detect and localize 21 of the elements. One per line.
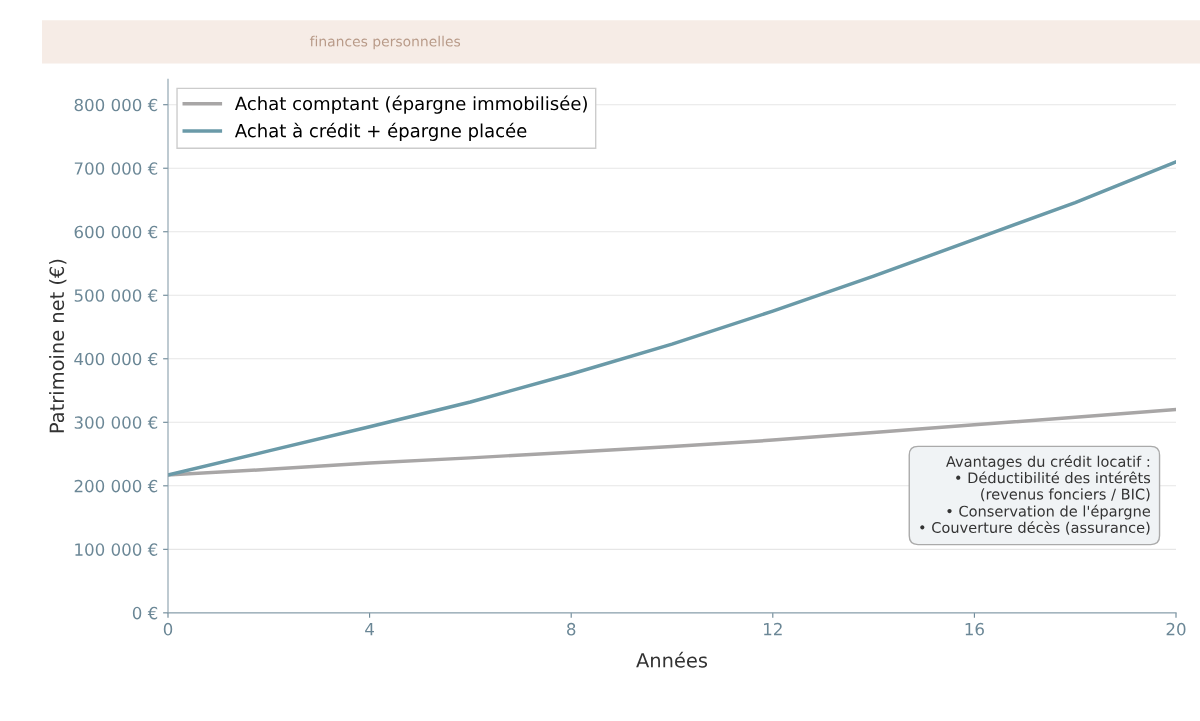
y-tick-label: 100 000 €: [75, 543, 158, 556]
x-tick-label: 8: [567, 622, 576, 636]
x-tick-label: 20: [1166, 622, 1186, 636]
x-tick-label: 0: [163, 622, 173, 636]
x-axis-title: Années: [636, 651, 708, 668]
y-tick-label: 400 000 €: [74, 352, 158, 366]
legend-label: Achat à crédit + épargne placée: [234, 122, 527, 141]
x-tick-label: 4: [365, 623, 374, 636]
x-tick-label: 16: [965, 622, 984, 636]
y-tick-label: 300 000 €: [74, 416, 158, 429]
y-tick-label: 0 €: [132, 606, 158, 620]
y-tick-label: 500 000 €: [74, 289, 158, 302]
y-tick-label: 700 000 €: [74, 162, 158, 175]
y-tick-label: 800 000 €: [74, 98, 158, 112]
legend-label: Achat comptant (épargne immobilisée): [234, 95, 587, 114]
y-axis-title: Patrimoine net (€): [49, 259, 67, 433]
y-tick-label: 200 000 €: [74, 479, 158, 493]
annotation: Avantages du crédit locatif : • Déductibilité des intérêts (revenus fonciers / BIC) • Conservation de l'épargne • Couverture décès (assurance): [920, 455, 1151, 535]
chart-subtitle: finances personnelles: [309, 35, 461, 50]
y-tick-label: 600 000 €: [74, 225, 158, 239]
x-tick-label: 12: [764, 622, 782, 636]
